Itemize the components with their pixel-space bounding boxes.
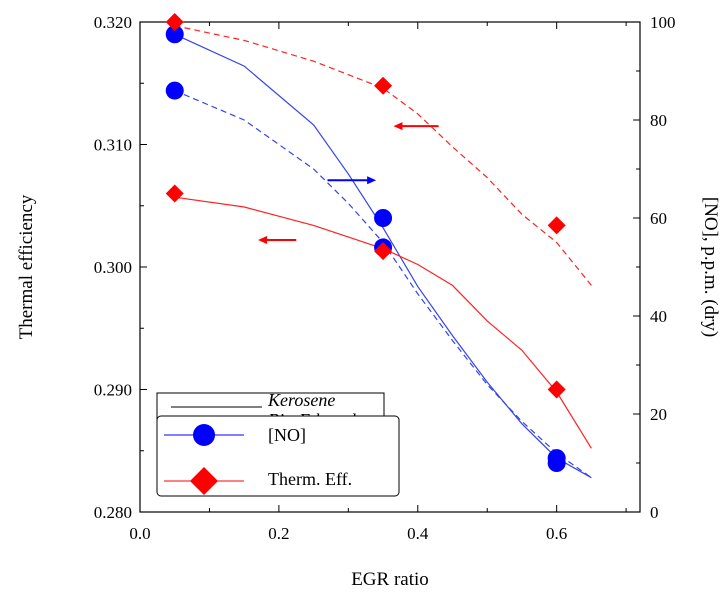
no-data-point bbox=[165, 25, 184, 44]
y2-tick-label: 0 bbox=[650, 503, 659, 522]
series-line bbox=[174, 25, 592, 286]
thermeff-data-point bbox=[165, 184, 184, 203]
y-tick-label: 0.280 bbox=[94, 503, 132, 522]
y2-tick-label: 20 bbox=[650, 405, 667, 424]
arrow-head bbox=[367, 176, 377, 185]
thermeff-data-point bbox=[374, 76, 393, 95]
no-data-point bbox=[374, 209, 393, 227]
annotation-arrow bbox=[393, 122, 439, 131]
x-tick-label: 0.6 bbox=[546, 524, 567, 543]
annotation-arrow bbox=[258, 236, 297, 245]
arrow-head bbox=[393, 122, 403, 131]
data-markers bbox=[165, 13, 566, 472]
y2-tick-label: 60 bbox=[650, 209, 667, 228]
thermeff-data-point bbox=[547, 216, 566, 235]
series-lines bbox=[174, 25, 592, 479]
x-tick-label: 0.0 bbox=[129, 524, 150, 543]
thermeff-data-point bbox=[165, 13, 184, 31]
y2-tick-label: 40 bbox=[650, 307, 667, 326]
legend-quantity-box bbox=[156, 415, 400, 497]
x-tick-label: 0.2 bbox=[268, 524, 289, 543]
y2-tick-label: 100 bbox=[650, 13, 676, 32]
y-tick-label: 0.290 bbox=[94, 381, 132, 400]
series-line bbox=[174, 33, 592, 479]
y-tick-label: 0.320 bbox=[94, 13, 132, 32]
legend-thermeff-marker bbox=[190, 467, 218, 495]
series-line bbox=[174, 196, 592, 449]
x-tick-label: 0.4 bbox=[407, 524, 429, 543]
x-axis-title: EGR ratio bbox=[351, 569, 429, 590]
y-tick-label: 0.300 bbox=[94, 258, 132, 277]
no-data-point bbox=[547, 454, 566, 472]
thermeff-data-point bbox=[547, 380, 566, 399]
series-line bbox=[174, 90, 592, 479]
legend-thermeff-label: Therm. Eff. bbox=[268, 469, 352, 489]
legend-quantities: [NO] Therm. Eff. bbox=[156, 415, 400, 497]
annotation-arrow bbox=[327, 176, 377, 185]
y-tick-label: 0.310 bbox=[94, 136, 132, 155]
legend-kerosene-label: Kerosene bbox=[267, 390, 335, 410]
legend-no-label: [NO] bbox=[268, 425, 306, 445]
y-axis-title: Thermal efficiency bbox=[16, 194, 37, 339]
no-data-point bbox=[165, 81, 184, 100]
y2-axis-title: [NO], p.p.m. (dry) bbox=[700, 197, 721, 337]
axis-ticks: 0.0 0.2 0.4 0.6 0.280 0.290 0.300 0.310 0.320 0 20… bbox=[94, 13, 676, 543]
thermeff-data-point bbox=[374, 242, 393, 261]
arrow-head bbox=[258, 236, 268, 245]
legend-no-marker bbox=[193, 424, 215, 446]
y2-tick-label: 80 bbox=[650, 111, 667, 130]
annotation-arrows bbox=[258, 122, 439, 245]
